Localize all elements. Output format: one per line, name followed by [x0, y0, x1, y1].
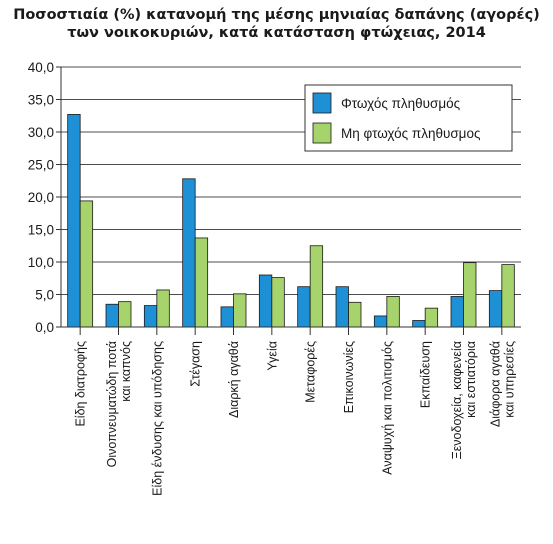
- bar-poor: [143, 305, 158, 328]
- y-tick-label: 25,0: [28, 158, 54, 173]
- x-tick-label: Οινοπνευματώδη ποτά: [105, 341, 119, 467]
- bar-poor: [297, 286, 311, 328]
- x-tick-label: Ξενοδοχεία, καφενεία: [450, 341, 464, 459]
- y-tick-label: 30,0: [28, 125, 54, 140]
- x-tick-label: Αναψυχή και πολιτισμός: [380, 341, 394, 475]
- x-tick-label: Διάφορα αγαθά: [488, 341, 502, 427]
- bar-non-poor: [424, 307, 439, 328]
- bar-non-poor: [118, 301, 132, 328]
- y-tick-label: 35,0: [28, 93, 54, 108]
- bar-poor: [450, 296, 464, 328]
- x-tick-label: Επικοινωνίες: [342, 341, 356, 413]
- bar-non-poor: [309, 245, 324, 328]
- bar-non-poor: [156, 289, 170, 328]
- legend: [304, 84, 513, 152]
- bar-poor: [105, 303, 119, 328]
- chart-title: Ποσοστιαία (%) κατανομή της μέσης μηνιαί…: [0, 6, 553, 42]
- bar-poor: [335, 286, 349, 328]
- bar-poor: [488, 290, 503, 328]
- x-tick-label: Είδη ένδυσης και υπόδησης: [150, 341, 164, 496]
- x-tick-label: Μεταφορές: [304, 341, 318, 403]
- legend-label: Μη φτωχός πληθυσμος: [341, 126, 481, 141]
- bar-non-poor: [348, 301, 362, 328]
- bar-non-poor: [386, 296, 400, 328]
- x-tick-label: Στέγαση: [189, 341, 203, 387]
- y-tick-label: 40,0: [28, 60, 54, 75]
- y-tick-label: 5,0: [35, 288, 54, 303]
- y-tick-label: 0,0: [35, 320, 54, 335]
- chart-title-line-1: Ποσοστιαία (%) κατανομή της μέσης μηνιαί…: [13, 7, 540, 23]
- bar-non-poor: [463, 262, 477, 328]
- bar-poor: [182, 178, 196, 328]
- bar-poor: [258, 274, 273, 328]
- chart-title-line-2: των νοικοκυριών, κατά κατάσταση φτώχειας…: [67, 25, 486, 41]
- x-tick-label: και καπνός: [119, 341, 133, 402]
- legend-swatch: [312, 92, 332, 114]
- bar-non-poor: [194, 237, 209, 328]
- x-tick-label: Διαρκή αγαθά: [227, 341, 241, 418]
- x-tick-label: και εστιατόρια: [464, 341, 478, 418]
- bar-poor: [412, 320, 426, 328]
- legend-label: Φτωχός πληθυσμός: [341, 96, 461, 111]
- x-tick-label: Εκπαίδευση: [419, 341, 433, 408]
- y-tick-label: 15,0: [28, 223, 54, 238]
- x-tick-label: και υπηρεσίες: [502, 341, 516, 418]
- bar-non-poor: [233, 293, 247, 328]
- y-tick-label: 20,0: [28, 190, 54, 205]
- bar-poor: [220, 306, 234, 328]
- x-tick-label: Είδη διατροφής: [74, 341, 88, 427]
- bar-non-poor: [271, 277, 285, 328]
- x-tick-label: Υγεία: [265, 341, 279, 371]
- legend-swatch: [312, 122, 332, 144]
- bar-non-poor: [79, 200, 94, 328]
- y-tick-label: 10,0: [28, 255, 54, 270]
- bar-non-poor: [501, 264, 515, 328]
- bar-poor: [67, 114, 81, 328]
- bar-poor: [373, 315, 388, 328]
